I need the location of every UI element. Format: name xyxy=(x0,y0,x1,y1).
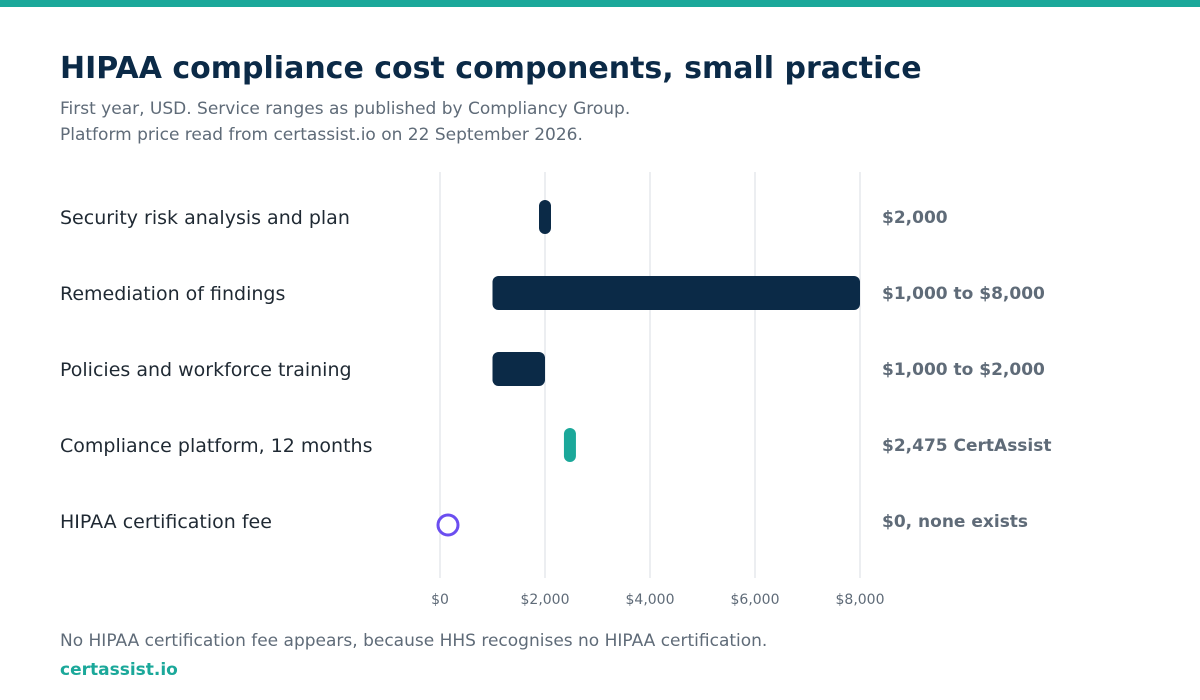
chart-title: HIPAA compliance cost components, small … xyxy=(60,51,922,86)
chart-subtitle-line-1: First year, USD. Service ranges as publi… xyxy=(60,99,631,119)
range-bar xyxy=(563,428,576,462)
range-bar xyxy=(539,200,551,234)
x-tick-label: $4,000 xyxy=(626,592,675,608)
value-label: $1,000 to $2,000 xyxy=(882,360,1045,380)
category-label: Policies and workforce training xyxy=(60,359,352,381)
category-label: Security risk analysis and plan xyxy=(60,207,350,229)
category-label: HIPAA certification fee xyxy=(60,511,272,533)
x-tick-label: $2,000 xyxy=(521,592,570,608)
top-accent-bar xyxy=(0,0,1200,7)
brand-link[interactable]: certassist.io xyxy=(60,660,178,680)
footnote: No HIPAA certification fee appears, beca… xyxy=(60,631,768,651)
value-label: $0, none exists xyxy=(882,512,1028,532)
range-marker xyxy=(436,513,460,537)
x-tick-label: $6,000 xyxy=(731,592,780,608)
chart-subtitle-line-2: Platform price read from certassist.io o… xyxy=(60,125,583,145)
category-label: Compliance platform, 12 months xyxy=(60,435,372,457)
x-tick-label: $8,000 xyxy=(836,592,885,608)
range-bar xyxy=(492,276,860,310)
value-label: $2,000 xyxy=(882,208,948,228)
category-label: Remediation of findings xyxy=(60,283,285,305)
value-label: $1,000 to $8,000 xyxy=(882,284,1045,304)
range-bar xyxy=(492,352,545,386)
value-label: $2,475 CertAssist xyxy=(882,436,1052,456)
x-tick-label: $0 xyxy=(431,592,449,608)
